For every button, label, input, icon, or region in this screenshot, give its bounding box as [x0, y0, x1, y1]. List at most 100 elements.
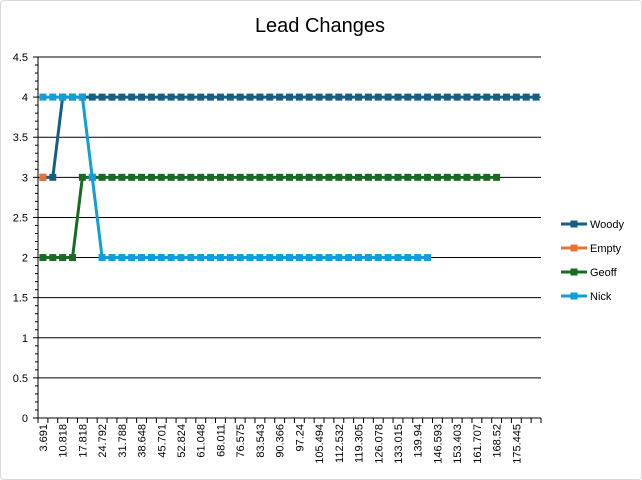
x-tick-label: 112.532: [334, 424, 346, 463]
data-point: [355, 173, 363, 181]
y-tick-label: 3.5: [13, 132, 28, 144]
data-point: [49, 254, 57, 262]
x-tick-label: 161.707: [472, 424, 484, 464]
data-point: [463, 93, 471, 101]
data-point: [414, 254, 422, 262]
data-point: [404, 254, 412, 262]
data-point: [167, 173, 175, 181]
data-point: [177, 254, 185, 262]
data-point: [39, 93, 47, 101]
data-point: [138, 93, 146, 101]
data-point: [286, 93, 293, 101]
data-point: [532, 93, 540, 101]
y-tick-label: 3: [22, 172, 28, 184]
axis-layer: 0 0.5 1 1.5 2 2.5 3 3.5 4 4.5 3.691 10.818 17.818 24.…: [13, 52, 542, 464]
data-point: [335, 173, 343, 181]
data-point: [345, 254, 353, 262]
data-point: [502, 93, 510, 101]
data-point: [207, 93, 215, 101]
x-tick-label: 83.543: [255, 424, 267, 458]
legend-label: Empty: [590, 243, 622, 255]
data-point: [345, 93, 353, 101]
data-point: [394, 173, 402, 181]
data-point: [246, 93, 254, 101]
data-point: [98, 173, 106, 181]
data-point: [325, 254, 333, 262]
data-point: [108, 173, 116, 181]
data-point: [364, 254, 372, 262]
data-point: [355, 93, 363, 101]
legend: Woody Empty Geoff Nick: [561, 219, 625, 303]
y-tick-label: 1.5: [13, 293, 28, 305]
x-tick-label: 90.366: [275, 424, 287, 458]
data-point: [59, 93, 67, 101]
data-point: [216, 254, 224, 262]
legend-label: Woody: [590, 219, 625, 231]
x-tick-label: 10.818: [58, 424, 70, 458]
data-point: [443, 173, 451, 181]
legend-item-geoff: Geoff: [561, 267, 618, 279]
data-point: [197, 93, 205, 101]
data-point: [216, 93, 224, 101]
data-point: [246, 173, 254, 181]
data-point: [187, 173, 195, 181]
data-point: [138, 173, 146, 181]
x-tick-label: 52.824: [176, 424, 188, 458]
data-point: [295, 254, 303, 262]
data-point: [197, 254, 205, 262]
data-point: [325, 173, 333, 181]
data-point: [384, 254, 392, 262]
data-point: [207, 173, 215, 181]
x-tick-label: 38.648: [137, 424, 149, 458]
data-point: [98, 93, 106, 101]
data-point: [216, 173, 224, 181]
legend-swatch-marker: [570, 292, 578, 300]
data-point: [118, 93, 126, 101]
data-point: [59, 254, 67, 262]
series-geoff: [39, 173, 501, 262]
data-point: [39, 254, 47, 262]
data-point: [414, 173, 422, 181]
data-point: [226, 173, 234, 181]
data-point: [424, 254, 432, 262]
data-point: [177, 173, 185, 181]
data-point: [256, 254, 264, 262]
data-point: [325, 93, 333, 101]
data-point: [128, 93, 136, 101]
data-point: [49, 93, 57, 101]
data-point: [147, 254, 155, 262]
data-point: [404, 93, 412, 101]
legend-swatch-marker: [570, 220, 578, 228]
data-point: [424, 93, 432, 101]
data-point: [246, 254, 254, 262]
data-point: [256, 173, 264, 181]
x-tick-label: 146.593: [432, 424, 444, 464]
x-tick-label: 153.403: [452, 424, 464, 464]
data-point: [128, 173, 136, 181]
data-point: [394, 93, 402, 101]
series-woody: [39, 93, 540, 181]
data-point: [335, 93, 343, 101]
data-point: [512, 93, 520, 101]
data-point: [49, 173, 57, 181]
data-point: [236, 93, 244, 101]
data-point: [177, 93, 185, 101]
data-point: [276, 93, 284, 101]
legend-item-nick: Nick: [561, 291, 612, 303]
data-point: [315, 173, 323, 181]
data-point: [522, 93, 530, 101]
x-tick-label: 76.575: [235, 424, 247, 458]
x-tick-label: 45.701: [156, 424, 168, 458]
series-line: [42, 95, 428, 260]
data-point: [98, 254, 106, 262]
data-point: [443, 93, 451, 101]
x-tick-label: 3.691: [38, 424, 50, 452]
data-point: [424, 173, 432, 181]
chart-title: Lead Changes: [255, 15, 385, 37]
data-point: [305, 173, 313, 181]
x-tick-label: 105.494: [314, 424, 326, 464]
data-point: [88, 93, 96, 101]
data-point: [286, 254, 293, 262]
data-point: [384, 173, 392, 181]
